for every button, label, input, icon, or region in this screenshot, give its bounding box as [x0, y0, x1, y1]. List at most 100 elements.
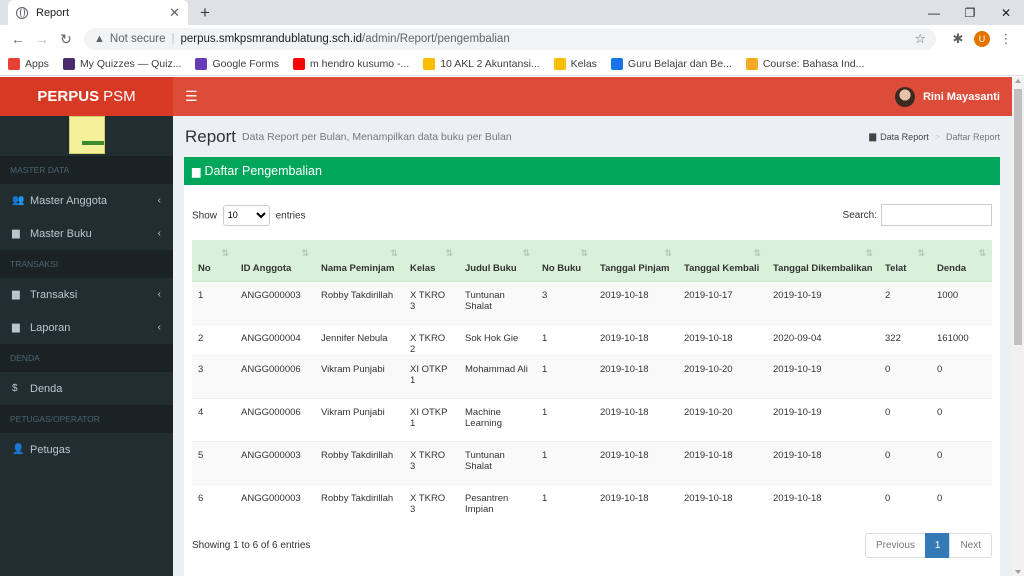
forward-icon[interactable]: →: [35, 31, 49, 47]
sort-icon: ⇅: [978, 248, 986, 258]
sort-icon: ⇅: [301, 248, 309, 258]
bookmark-favicon-icon: [62, 58, 75, 70]
sidebar-item-transaksi[interactable]: ▆ Transaksi ‹: [0, 278, 173, 311]
table-info: Showing 1 to 6 of 6 entries: [192, 540, 311, 551]
column-header[interactable]: Judul Buku ⇅: [459, 240, 536, 282]
table-cell: 2019-10-18: [678, 483, 767, 527]
profile-button[interactable]: U: [970, 27, 994, 51]
brand-logo[interactable]: PERPUS PSM: [0, 77, 173, 116]
chevron-left-icon: ‹: [157, 322, 161, 333]
box-title: Daftar Pengembalian: [204, 164, 322, 178]
table-cell: 1: [536, 323, 594, 355]
table-cell: 2019-10-19: [767, 354, 879, 398]
bookmark-item[interactable]: Kelas: [553, 58, 597, 70]
sidebar-item-master-buku[interactable]: ▆ Master Buku ‹: [0, 217, 173, 250]
back-icon[interactable]: ←: [11, 31, 25, 47]
reload-icon[interactable]: ↻: [60, 30, 72, 47]
table-cell: ANGG000006: [235, 397, 315, 441]
address-bar[interactable]: ▲ Not secure | perpus.smkpsmrandublatung…: [84, 28, 936, 50]
sort-icon: ⇅: [664, 248, 672, 258]
table-cell: 2019-10-18: [678, 440, 767, 484]
entries-label: entries: [275, 210, 306, 221]
bookmark-favicon-icon: [745, 58, 758, 70]
column-header[interactable]: Nama Peminjam ⇅: [315, 240, 404, 282]
scroll-up-icon[interactable]: [1015, 79, 1021, 83]
bookmark-item[interactable]: Guru Belajar dan Be...: [610, 58, 732, 70]
previous-button[interactable]: Previous: [864, 533, 926, 558]
chevron-left-icon: ‹: [157, 289, 161, 300]
window-close-icon[interactable]: ✕: [1000, 5, 1012, 20]
table-cell: XI OTKP 1: [404, 397, 459, 441]
next-button[interactable]: Next: [949, 533, 992, 558]
bookmark-item[interactable]: m hendro kusumo -...: [293, 58, 409, 70]
close-tab-icon[interactable]: ✕: [169, 4, 180, 20]
bookmark-item[interactable]: Apps: [8, 58, 49, 70]
column-header[interactable]: No ⇅: [192, 240, 235, 282]
page-title: Report: [185, 126, 237, 146]
sidebar-item-laporan[interactable]: ▆ Laporan ‹: [0, 311, 173, 344]
brand-rest: PSM: [103, 88, 136, 105]
brand-bold: PERPUS: [37, 88, 100, 105]
apps-grid-icon: [8, 58, 20, 70]
report-box: ▆ Daftar Pengembalian Show 10 entries Se…: [184, 157, 1000, 587]
bookmark-item[interactable]: Course: Bahasa Ind...: [745, 58, 864, 70]
bookmark-item[interactable]: Google Forms: [195, 58, 279, 70]
sidebar-item-master-anggota[interactable]: 👥 Master Anggota ‹: [0, 184, 173, 217]
browser-menu-icon[interactable]: ⋮: [999, 31, 1013, 46]
box-header: ▆ Daftar Pengembalian: [184, 157, 1000, 185]
column-header-label: ID Anggota: [241, 262, 292, 274]
column-header[interactable]: Tanggal Pinjam ⇅: [594, 240, 678, 282]
breadcrumb-data-report[interactable]: Data Report: [880, 131, 929, 142]
column-header-label: Telat: [885, 262, 907, 274]
entries-select[interactable]: 10: [222, 204, 270, 226]
column-header-label: Kelas: [410, 262, 436, 274]
table-cell: 2019-10-18: [767, 483, 879, 527]
extensions-icon[interactable]: ✱: [952, 31, 964, 46]
book-icon: ▆: [869, 131, 877, 141]
minimize-icon[interactable]: —: [928, 5, 940, 20]
table-cell: 6: [192, 483, 235, 527]
table-cell: Tuntunan Shalat: [459, 440, 536, 484]
table-cell: 1: [192, 280, 235, 324]
column-header[interactable]: Tanggal Kembali ⇅: [678, 240, 767, 282]
new-tab-button[interactable]: +: [200, 2, 210, 22]
table-header-row: No ⇅ ID Anggota ⇅ Nama Peminjam ⇅ Kelas ⇅ Judul …: [192, 240, 992, 282]
search-input[interactable]: [881, 204, 992, 226]
sidebar-item-denda[interactable]: $ Denda: [0, 372, 173, 405]
bookmark-star-icon[interactable]: ☆: [914, 31, 926, 46]
restore-icon[interactable]: ❐: [964, 5, 976, 20]
table-cell: X TKRO 3: [404, 280, 459, 324]
page-scrollbar[interactable]: [1012, 77, 1024, 576]
bookmark-label: Kelas: [570, 58, 597, 70]
browser-tab[interactable]: Report ✕: [8, 0, 188, 25]
column-header[interactable]: Tanggal Dikembalikan ⇅: [767, 240, 879, 282]
breadcrumb-separator: >: [934, 131, 940, 142]
column-header[interactable]: ID Anggota ⇅: [235, 240, 315, 282]
table-cell: 2019-10-18: [594, 354, 678, 398]
sidebar-section-header: MASTER DATA: [0, 156, 173, 184]
sort-icon: ⇅: [580, 248, 588, 258]
bookmark-label: Guru Belajar dan Be...: [627, 58, 732, 70]
sort-icon: ⇅: [221, 248, 229, 258]
column-header[interactable]: Denda ⇅: [931, 240, 992, 282]
column-header[interactable]: Kelas ⇅: [404, 240, 459, 282]
user-menu[interactable]: Rini Mayasanti: [894, 86, 1000, 107]
column-header[interactable]: Telat ⇅: [879, 240, 931, 282]
scrollbar-thumb[interactable]: [1014, 89, 1022, 345]
scroll-down-icon[interactable]: [1015, 570, 1021, 574]
sidebar-item-petugas[interactable]: 👤 Petugas: [0, 433, 173, 466]
table-cell: 1: [536, 483, 594, 527]
report-table: No ⇅ ID Anggota ⇅ Nama Peminjam ⇅ Kelas ⇅ Judul …: [192, 240, 992, 527]
column-header[interactable]: No Buku ⇅: [536, 240, 594, 282]
table-cell: ANGG000003: [235, 483, 315, 527]
length-control: Show 10 entries: [192, 204, 306, 226]
bookmark-item[interactable]: 10 AKL 2 Akuntansi...: [423, 58, 540, 70]
table-cell: 2019-10-20: [678, 397, 767, 441]
table-cell: ANGG000004: [235, 323, 315, 355]
table-cell: Vikram Punjabi: [315, 397, 404, 441]
sidebar-toggle-icon[interactable]: ☰: [185, 88, 198, 104]
bookmark-item[interactable]: My Quizzes — Quiz...: [62, 58, 181, 70]
user-avatar: [894, 86, 915, 107]
page-1-button[interactable]: 1: [924, 533, 951, 558]
table-cell: 2019-10-18: [678, 323, 767, 355]
